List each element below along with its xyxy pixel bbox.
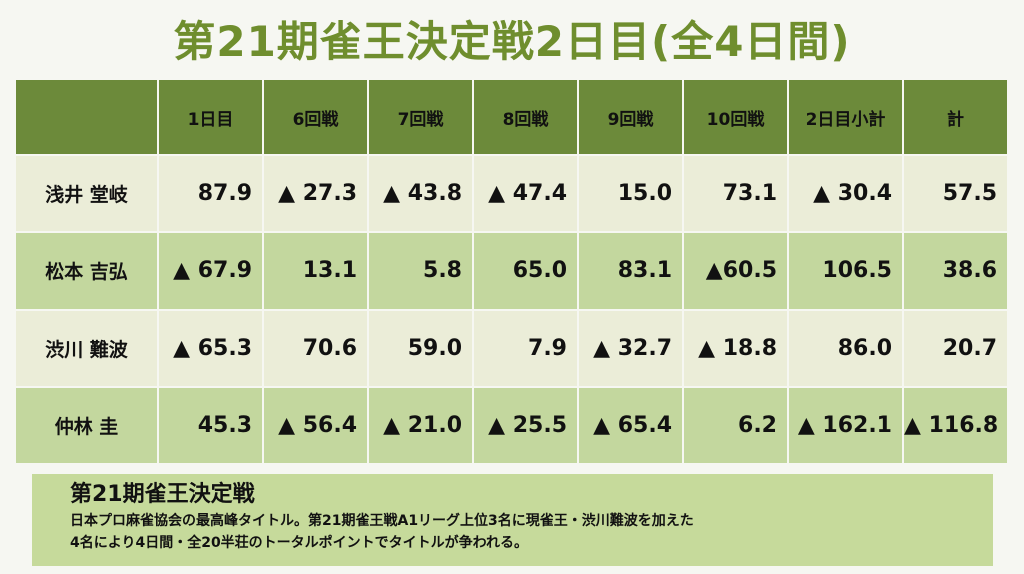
score-cell: ▲ 116.8 [904,387,1007,463]
score-cell: ▲ 30.4 [789,156,902,232]
player-name: 松本 吉弘 [16,233,157,309]
score-cell: ▲ 47.4 [474,156,577,232]
table-row: 松本 吉弘 ▲ 67.9 13.1 5.8 65.0 83.1 ▲60.5 10… [16,233,1007,309]
table-row: 浅井 堂岐 87.9 ▲ 27.3 ▲ 43.8 ▲ 47.4 15.0 73.… [16,156,1007,232]
score-cell: ▲ 67.9 [159,233,262,309]
header-cell-round6: 6回戦 [264,80,367,154]
score-cell: 73.1 [684,156,787,232]
player-name: 仲林 圭 [16,387,157,463]
score-cell: ▲60.5 [684,233,787,309]
score-cell: 6.2 [684,387,787,463]
header-cell-round7: 7回戦 [369,80,472,154]
score-table: 1日目 6回戦 7回戦 8回戦 9回戦 10回戦 2日目小計 計 浅井 堂岐 8… [14,78,1009,465]
score-cell: ▲ 18.8 [684,310,787,386]
header-cell-name [16,80,157,154]
score-cell: 70.6 [264,310,367,386]
header-cell-round10: 10回戦 [684,80,787,154]
info-title: 第21期雀王決定戦 [70,482,255,507]
score-cell: 5.8 [369,233,472,309]
info-text-line-2: 4名により4日間・全20半荘のトータルポイントでタイトルが争われる。 [70,535,528,551]
score-cell: ▲ 25.5 [474,387,577,463]
score-cell: ▲ 21.0 [369,387,472,463]
player-name: 浅井 堂岐 [16,156,157,232]
header-cell-round8: 8回戦 [474,80,577,154]
header-cell-day2-subtotal: 2日目小計 [789,80,902,154]
header-row: 1日目 6回戦 7回戦 8回戦 9回戦 10回戦 2日目小計 計 [16,80,1007,154]
table-row: 渋川 難波 ▲ 65.3 70.6 59.0 7.9 ▲ 32.7 ▲ 18.8… [16,310,1007,386]
score-cell: ▲ 56.4 [264,387,367,463]
score-cell: 7.9 [474,310,577,386]
score-cell: 65.0 [474,233,577,309]
player-name: 渋川 難波 [16,310,157,386]
score-cell: 20.7 [904,310,1007,386]
score-cell: ▲ 65.3 [159,310,262,386]
info-box: 第21期雀王決定戦 日本プロ麻雀協会の最高峰タイトル。第21期雀王戦A1リーグ上… [32,474,993,566]
score-cell: ▲ 27.3 [264,156,367,232]
score-cell: ▲ 65.4 [579,387,682,463]
score-cell: 57.5 [904,156,1007,232]
score-cell: ▲ 43.8 [369,156,472,232]
score-cell: 45.3 [159,387,262,463]
score-cell: 106.5 [789,233,902,309]
header-cell-round9: 9回戦 [579,80,682,154]
score-cell: ▲ 162.1 [789,387,902,463]
score-cell: 13.1 [264,233,367,309]
score-cell: 87.9 [159,156,262,232]
score-cell: 15.0 [579,156,682,232]
score-cell: 83.1 [579,233,682,309]
score-cell: 38.6 [904,233,1007,309]
header-cell-day1: 1日目 [159,80,262,154]
info-text-line-1: 日本プロ麻雀協会の最高峰タイトル。第21期雀王戦A1リーグ上位3名に現雀王・渋川… [70,513,694,529]
header-cell-total: 計 [904,80,1007,154]
score-cell: 86.0 [789,310,902,386]
score-cell: 59.0 [369,310,472,386]
table-row: 仲林 圭 45.3 ▲ 56.4 ▲ 21.0 ▲ 25.5 ▲ 65.4 6.… [16,387,1007,463]
score-cell: ▲ 32.7 [579,310,682,386]
page-title: 第21期雀王決定戦2日目(全4日間) [173,17,851,66]
